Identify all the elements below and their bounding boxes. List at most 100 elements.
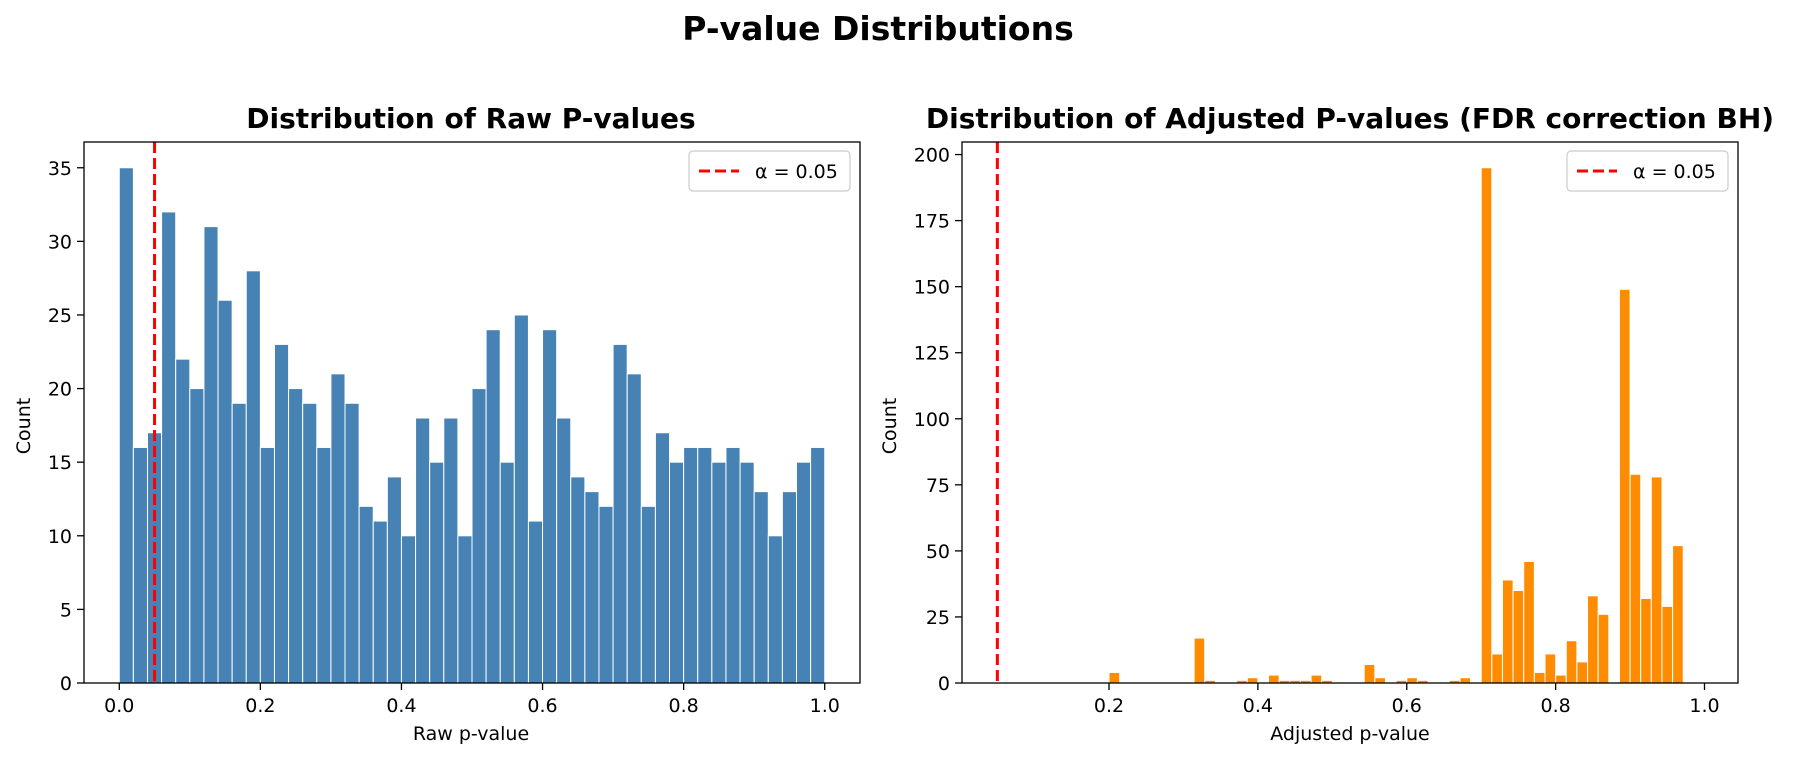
adjusted-pvalue-x-axis-label: Adjusted p-value <box>1270 723 1430 745</box>
raw-pvalue-bar <box>697 446 713 684</box>
raw-pvalue-bar <box>542 329 558 684</box>
adjusted-pvalue-bar <box>1555 674 1567 684</box>
adjusted-pvalue-legend: α = 0.05 <box>1566 150 1729 192</box>
adjusted-pvalue-y-tick-label: 150 <box>914 277 950 299</box>
adjusted-pvalue-bar <box>1480 167 1493 684</box>
adjusted-pvalue-y-tick-label: 125 <box>914 343 950 365</box>
raw-pvalue-y-axis-label: Count <box>13 398 35 454</box>
adjusted-pvalue-histogram-panel: Distribution of Adjusted P-values (FDR c… <box>879 102 1774 745</box>
raw-pvalue-bar <box>471 388 487 684</box>
adjusted-pvalue-bar <box>1363 664 1376 684</box>
raw-pvalue-legend-box <box>688 150 851 192</box>
raw-pvalue-bar <box>429 461 445 684</box>
raw-pvalue-bar <box>302 402 318 684</box>
adjusted-pvalue-y-tick-label: 175 <box>914 211 950 233</box>
raw-pvalue-x-axis-label: Raw p-value <box>413 723 529 745</box>
adjusted-pvalue-x-tick-label: 0.4 <box>1243 695 1273 717</box>
raw-pvalue-bar <box>400 535 417 684</box>
raw-pvalue-bar <box>485 329 501 684</box>
adjusted-pvalue-x-tick-label: 0.2 <box>1094 695 1124 717</box>
adjusted-pvalue-bar <box>1406 677 1418 684</box>
adjusted-pvalue-bar <box>1650 476 1663 684</box>
figure-title: P-value Distributions <box>682 9 1073 48</box>
raw-pvalue-legend-label: α = 0.05 <box>755 161 838 183</box>
raw-pvalue-bar <box>245 270 261 684</box>
raw-pvalue-chart-title: Distribution of Raw P-values <box>246 102 695 135</box>
adjusted-pvalue-bar <box>1491 653 1503 684</box>
raw-pvalue-bar <box>796 461 812 684</box>
raw-pvalue-bar <box>189 388 205 684</box>
raw-pvalue-bar <box>499 461 515 684</box>
adjusted-pvalue-bar <box>1310 674 1323 684</box>
raw-pvalue-y-tick-label: 5 <box>60 599 72 621</box>
raw-pvalue-bar <box>316 446 332 684</box>
adjusted-pvalue-bar <box>1629 473 1642 684</box>
adjusted-pvalue-bar <box>1268 674 1280 684</box>
raw-pvalue-bar <box>527 520 544 684</box>
raw-pvalue-bar <box>683 446 699 684</box>
raw-pvalue-bar <box>669 461 685 684</box>
adjusted-pvalue-bar <box>1640 597 1652 684</box>
adjusted-pvalue-y-tick-label: 0 <box>938 673 950 695</box>
raw-pvalue-bar <box>203 226 219 684</box>
adjusted-pvalue-bar <box>1459 677 1472 684</box>
raw-pvalue-histogram-panel: Distribution of Raw P-values Raw p-value… <box>13 102 861 745</box>
raw-pvalue-x-tick-label: 0.8 <box>669 695 699 717</box>
raw-pvalue-bar <box>810 446 826 684</box>
adjusted-pvalue-y-tick-label: 25 <box>926 607 950 629</box>
raw-pvalue-bar <box>344 402 360 684</box>
raw-pvalue-y-tick-label: 15 <box>48 452 72 474</box>
adjusted-pvalue-bar <box>1501 579 1514 684</box>
raw-pvalue-bar <box>781 491 798 684</box>
adjusted-pvalue-bar <box>1661 605 1674 684</box>
raw-pvalue-bar <box>570 476 586 684</box>
raw-pvalue-y-tick-label: 25 <box>48 305 72 327</box>
raw-pvalue-bar <box>753 491 769 684</box>
raw-pvalue-legend: α = 0.05 <box>688 150 851 192</box>
adjusted-pvalue-y-tick-label: 75 <box>926 475 950 497</box>
raw-pvalue-y-tick-label: 0 <box>60 673 72 695</box>
raw-pvalue-x-tick-label: 0.0 <box>104 695 134 717</box>
adjusted-pvalue-legend-label: α = 0.05 <box>1633 161 1716 183</box>
raw-pvalue-bar <box>161 211 177 684</box>
raw-pvalue-bar <box>273 343 290 684</box>
raw-pvalue-bar <box>640 505 656 684</box>
raw-pvalue-bar <box>739 461 755 684</box>
raw-pvalue-bar <box>288 388 304 684</box>
adjusted-pvalue-axes-frame <box>961 141 1739 684</box>
raw-pvalue-bar <box>118 167 134 684</box>
raw-pvalue-bar <box>132 446 148 684</box>
raw-pvalue-y-tick-label: 30 <box>48 231 72 253</box>
raw-pvalue-x-tick-label: 1.0 <box>810 695 840 717</box>
raw-pvalue-bar <box>711 461 727 684</box>
raw-pvalue-bar <box>612 343 628 684</box>
raw-pvalue-bar <box>598 505 614 684</box>
raw-pvalue-y-tick-label: 10 <box>48 526 72 548</box>
raw-pvalue-bar <box>231 402 247 684</box>
adjusted-pvalue-bar <box>1565 640 1578 684</box>
adjusted-pvalue-x-tick-label: 0.8 <box>1541 695 1571 717</box>
adjusted-pvalue-bar <box>1672 545 1684 684</box>
raw-pvalue-bar <box>513 314 529 684</box>
raw-pvalue-y-tick-label: 20 <box>48 379 72 401</box>
raw-pvalue-x-tick-label: 0.2 <box>245 695 275 717</box>
adjusted-pvalue-bar <box>1544 653 1557 684</box>
adjusted-pvalue-bar <box>1108 671 1121 684</box>
raw-pvalue-bar <box>415 417 431 684</box>
adjusted-pvalue-y-tick-label: 100 <box>914 409 950 431</box>
raw-pvalue-bar <box>654 432 671 684</box>
adjusted-pvalue-x-tick-label: 0.6 <box>1392 695 1422 717</box>
raw-pvalue-bar <box>767 535 783 684</box>
adjusted-pvalue-bar <box>1523 560 1535 684</box>
adjusted-pvalue-y-tick-label: 200 <box>914 145 950 167</box>
raw-pvalue-bar <box>372 520 388 684</box>
adjusted-pvalue-bar <box>1246 677 1259 684</box>
raw-pvalue-x-tick-label: 0.6 <box>527 695 557 717</box>
raw-pvalue-y-tick-label: 35 <box>48 158 72 180</box>
raw-pvalue-bar <box>443 417 459 684</box>
adjusted-pvalue-bar <box>1587 595 1599 684</box>
raw-pvalue-bar <box>217 299 233 684</box>
raw-pvalue-bar <box>358 505 374 684</box>
adjusted-pvalue-bar <box>1374 677 1386 684</box>
